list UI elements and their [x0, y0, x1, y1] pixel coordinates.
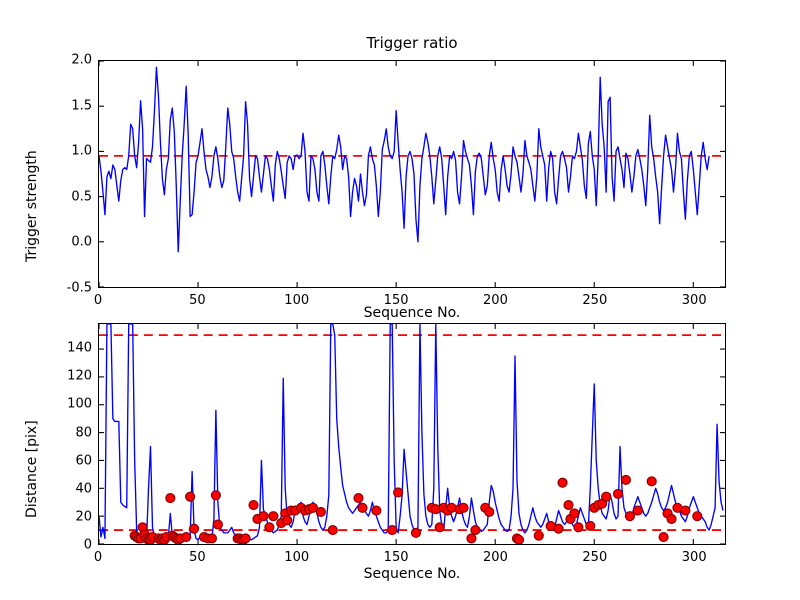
- x-tick-label: 250: [582, 293, 608, 308]
- data-marker: [210, 490, 221, 501]
- data-marker: [563, 499, 574, 511]
- y-tick-label: -0.5: [66, 280, 92, 296]
- distance-plot: [98, 323, 726, 545]
- data-marker: [181, 531, 192, 543]
- data-marker: [268, 511, 279, 522]
- data-marker: [680, 505, 691, 516]
- y-tick-label: 2.0: [71, 52, 92, 68]
- y-tick-label: 0: [83, 537, 92, 553]
- x-tick-label: 250: [582, 550, 608, 565]
- bottom-chart-xlabel: Sequence No.: [363, 566, 461, 582]
- y-tick-label: 20: [75, 509, 92, 525]
- data-marker: [620, 474, 632, 486]
- y-tick-label: 1.0: [71, 143, 92, 159]
- x-tick-label: 50: [189, 550, 206, 565]
- data-marker: [484, 506, 495, 518]
- data-marker: [466, 533, 477, 544]
- x-tick-label: 200: [483, 550, 508, 565]
- data-marker: [357, 502, 368, 513]
- data-marker: [646, 476, 657, 487]
- data-marker: [632, 505, 643, 516]
- distance-svg: [99, 324, 725, 544]
- data-marker: [458, 502, 469, 513]
- data-marker: [569, 508, 580, 519]
- data-marker: [553, 523, 564, 534]
- data-marker: [258, 511, 269, 522]
- data-marker: [371, 505, 382, 516]
- data-marker: [248, 499, 259, 511]
- data-marker: [666, 513, 677, 524]
- data-marker: [470, 525, 481, 536]
- trigger-ratio-svg: [99, 61, 725, 287]
- y-tick-label: 40: [75, 481, 92, 497]
- x-tick-label: 0: [93, 550, 103, 565]
- x-tick-label: 50: [189, 293, 206, 308]
- x-tick-label: 300: [681, 550, 707, 565]
- data-marker: [601, 491, 612, 502]
- y-tick-label: 0.5: [71, 189, 92, 205]
- data-marker: [585, 520, 596, 531]
- y-tick-label: 1.5: [71, 98, 92, 114]
- x-tick-label: 100: [284, 550, 310, 565]
- y-tick-label: 60: [75, 453, 92, 469]
- data-marker: [410, 527, 422, 538]
- bottom-chart-ylabel: Distance [pix]: [24, 420, 40, 518]
- x-tick-label: 0: [93, 293, 103, 308]
- data-marker: [185, 491, 196, 502]
- y-tick-label: 0.0: [71, 234, 92, 250]
- data-marker: [393, 487, 404, 498]
- data-marker: [557, 477, 568, 488]
- x-tick-label: 150: [383, 293, 409, 308]
- x-tick-label: 150: [383, 550, 409, 565]
- data-marker: [206, 533, 218, 544]
- x-tick-label: 300: [681, 293, 707, 308]
- data-marker: [282, 515, 293, 526]
- data-marker: [212, 519, 223, 530]
- data-line: [99, 324, 724, 541]
- trigger-ratio-plot: [98, 60, 726, 288]
- x-tick-label: 200: [483, 293, 508, 308]
- x-tick-label: 100: [284, 293, 310, 308]
- data-marker: [327, 525, 338, 536]
- data-marker: [165, 492, 176, 504]
- data-marker: [692, 511, 703, 522]
- data-marker: [240, 533, 251, 544]
- y-tick-label: 100: [67, 396, 92, 412]
- data-marker: [513, 534, 525, 544]
- data-marker: [353, 492, 364, 504]
- data-marker: [307, 502, 319, 513]
- data-marker: [387, 525, 398, 536]
- data-marker: [624, 511, 635, 522]
- y-tick-label: 140: [67, 340, 92, 356]
- data-marker: [658, 531, 669, 543]
- data-marker: [264, 522, 275, 533]
- data-marker: [189, 523, 200, 534]
- y-tick-label: 120: [67, 368, 92, 384]
- data-line: [99, 66, 710, 253]
- data-marker: [533, 530, 544, 541]
- chart-title: Trigger ratio: [366, 34, 458, 52]
- data-marker: [612, 488, 624, 499]
- top-chart-xlabel: Sequence No.: [363, 305, 461, 321]
- data-marker: [315, 506, 326, 518]
- y-tick-label: 80: [75, 425, 92, 441]
- data-marker: [434, 522, 445, 533]
- top-chart-ylabel: Trigger strength: [24, 150, 40, 262]
- data-marker: [573, 522, 584, 533]
